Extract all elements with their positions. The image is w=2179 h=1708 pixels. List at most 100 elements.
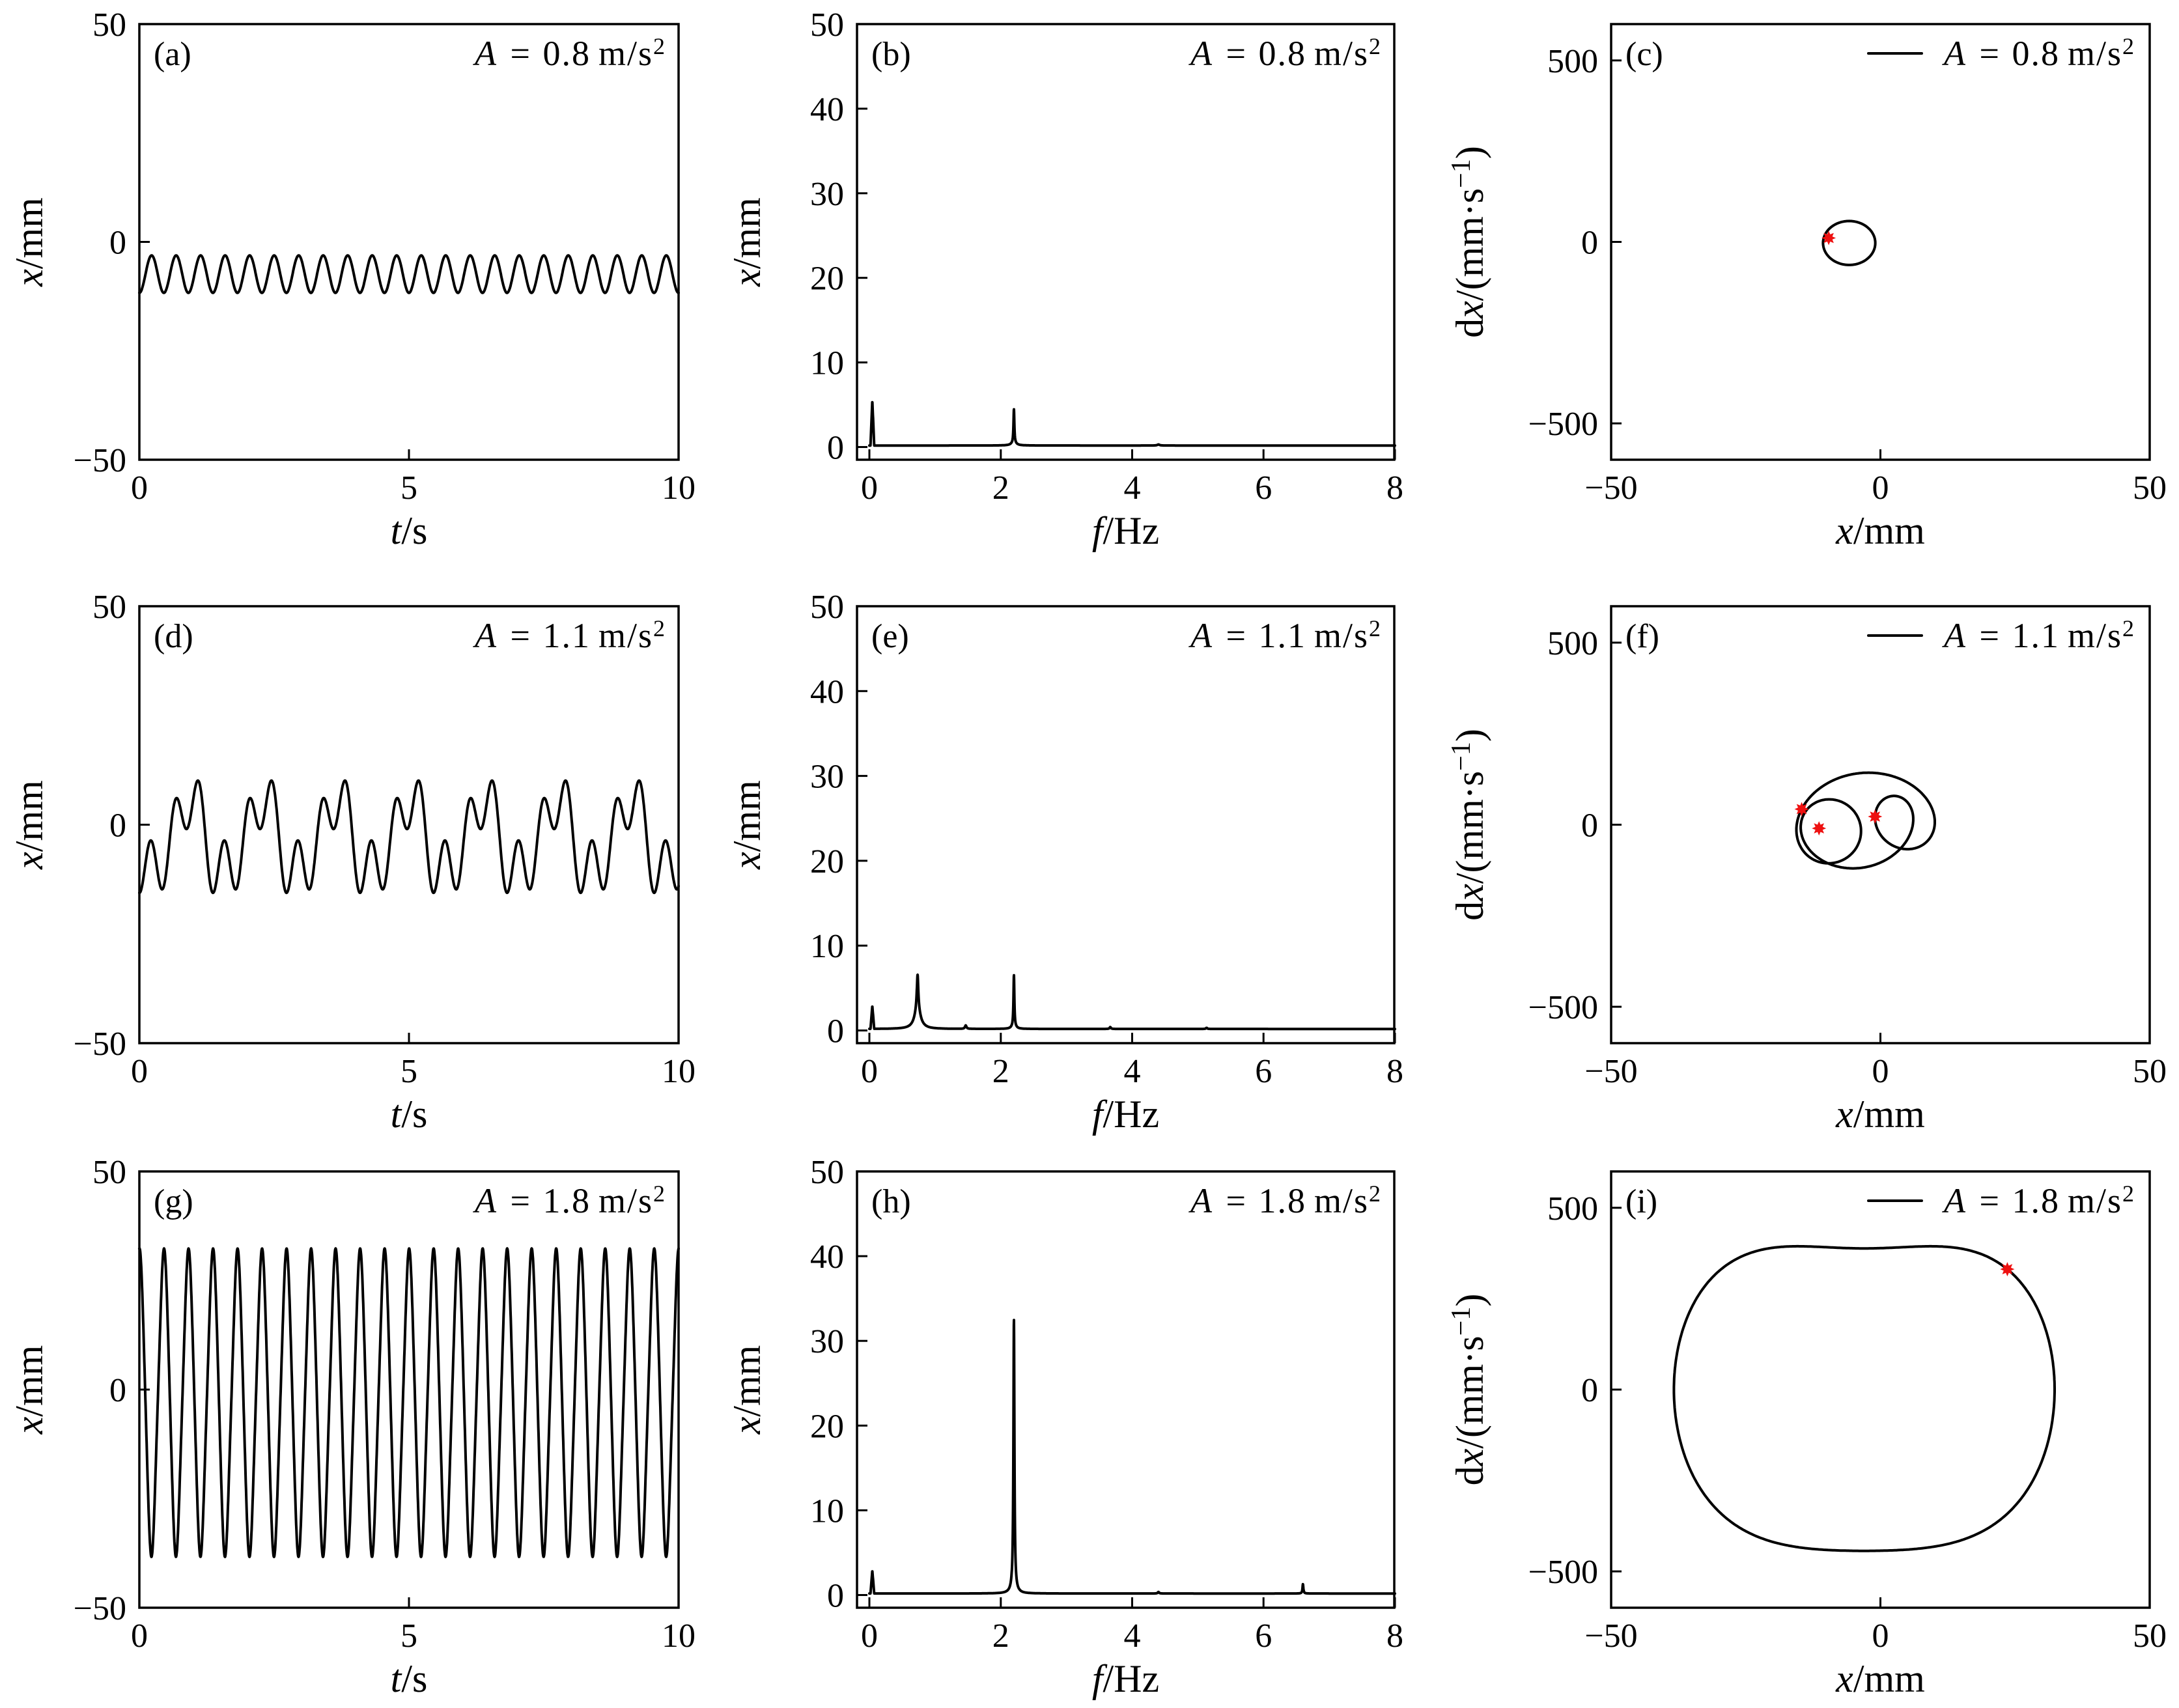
svg-text:x/mm: x/mm (1835, 509, 1925, 552)
svg-text:(h): (h) (871, 1183, 911, 1220)
svg-text:4: 4 (1124, 1617, 1141, 1655)
svg-text:0: 0 (861, 1053, 878, 1090)
svg-text:0: 0 (861, 469, 878, 507)
svg-text:0: 0 (1872, 469, 1889, 507)
svg-text:40: 40 (810, 1239, 844, 1276)
svg-text:−50: −50 (74, 442, 126, 479)
svg-text:A = 1.8m/s2: A = 1.8 m/s2 (1942, 1181, 2135, 1220)
svg-text:30: 30 (810, 759, 844, 796)
svg-text:0: 0 (827, 430, 844, 467)
svg-text:(c): (c) (1625, 36, 1663, 73)
svg-text:−500: −500 (1528, 989, 1598, 1026)
svg-text:5: 5 (401, 1617, 417, 1655)
svg-text:A = 1.8m/s2: A = 1.8 m/s2 (473, 1181, 666, 1220)
svg-text:x/mm: x/mm (1835, 1657, 1925, 1700)
svg-text:A = 0.8m/s2: A = 0.8 m/s2 (1942, 33, 2135, 73)
svg-text:(d): (d) (154, 618, 193, 655)
svg-text:−50: −50 (1584, 1053, 1637, 1090)
svg-text:0: 0 (131, 469, 148, 507)
svg-text:f/Hz: f/Hz (1092, 1657, 1159, 1700)
svg-text:−50: −50 (1584, 469, 1637, 507)
svg-text:(f): (f) (1625, 618, 1659, 655)
svg-text:50: 50 (92, 589, 126, 626)
svg-text:dx/(mm·s−1): dx/(mm·s−1) (1446, 729, 1491, 921)
svg-text:2: 2 (992, 1053, 1009, 1090)
svg-text:A = 1.1m/s2: A = 1.1 m/s2 (473, 615, 666, 655)
svg-text:0: 0 (861, 1617, 878, 1655)
svg-text:−500: −500 (1528, 1554, 1598, 1591)
svg-text:f/Hz: f/Hz (1092, 1093, 1159, 1136)
svg-text:0: 0 (131, 1617, 148, 1655)
svg-text:50: 50 (810, 7, 844, 44)
svg-text:t/s: t/s (391, 1093, 428, 1136)
svg-text:10: 10 (810, 928, 844, 965)
svg-text:0: 0 (1581, 225, 1598, 262)
svg-text:x/mm: x/mm (725, 197, 768, 287)
svg-text:10: 10 (662, 1617, 696, 1655)
svg-text:4: 4 (1124, 469, 1141, 507)
svg-text:0: 0 (131, 1053, 148, 1090)
svg-text:8: 8 (1386, 1053, 1403, 1090)
svg-text:−50: −50 (74, 1590, 126, 1627)
svg-text:30: 30 (810, 176, 844, 213)
svg-text:6: 6 (1255, 469, 1272, 507)
svg-text:30: 30 (810, 1323, 844, 1360)
svg-text:x/mm: x/mm (8, 1345, 51, 1435)
svg-text:0: 0 (1872, 1053, 1889, 1090)
svg-text:0: 0 (109, 807, 126, 845)
svg-text:A = 1.1m/s2: A = 1.1 m/s2 (1942, 615, 2135, 655)
svg-text:40: 40 (810, 673, 844, 710)
svg-text:−500: −500 (1528, 406, 1598, 443)
svg-text:50: 50 (2133, 1617, 2167, 1655)
svg-text:50: 50 (2133, 469, 2167, 507)
svg-text:x/mm: x/mm (1835, 1093, 1925, 1136)
svg-text:500: 500 (1547, 1190, 1598, 1227)
svg-text:5: 5 (401, 469, 417, 507)
svg-text:8: 8 (1386, 1617, 1403, 1655)
svg-text:0: 0 (1872, 1617, 1889, 1655)
svg-text:40: 40 (810, 91, 844, 128)
svg-text:500: 500 (1547, 625, 1598, 662)
svg-text:2: 2 (992, 1617, 1009, 1655)
svg-text:x/mm: x/mm (8, 780, 51, 870)
svg-text:A = 0.8m/s2: A = 0.8 m/s2 (473, 33, 666, 73)
svg-text:20: 20 (810, 1408, 844, 1445)
svg-text:0: 0 (1581, 807, 1598, 845)
svg-text:8: 8 (1386, 469, 1403, 507)
svg-text:50: 50 (92, 1154, 126, 1191)
svg-text:−50: −50 (74, 1026, 126, 1063)
svg-text:50: 50 (92, 7, 126, 44)
svg-text:5: 5 (401, 1053, 417, 1090)
svg-text:4: 4 (1124, 1053, 1141, 1090)
svg-text:10: 10 (810, 1492, 844, 1530)
svg-text:A = 1.8m/s2: A = 1.8 m/s2 (1188, 1181, 1382, 1220)
svg-text:f/Hz: f/Hz (1092, 509, 1159, 552)
svg-text:10: 10 (810, 345, 844, 382)
svg-text:0: 0 (109, 1372, 126, 1409)
svg-text:A = 1.1m/s2: A = 1.1 m/s2 (1188, 615, 1382, 655)
svg-text:500: 500 (1547, 43, 1598, 80)
svg-text:20: 20 (810, 260, 844, 298)
svg-text:(g): (g) (154, 1183, 193, 1220)
svg-text:t/s: t/s (391, 509, 428, 552)
svg-text:20: 20 (810, 843, 844, 880)
svg-text:t/s: t/s (391, 1657, 428, 1700)
svg-text:10: 10 (662, 469, 696, 507)
svg-text:0: 0 (109, 225, 126, 262)
svg-text:x/mm: x/mm (725, 1345, 768, 1435)
svg-text:10: 10 (662, 1053, 696, 1090)
svg-text:2: 2 (992, 469, 1009, 507)
svg-text:50: 50 (810, 589, 844, 626)
svg-text:(b): (b) (871, 36, 911, 73)
svg-text:0: 0 (827, 1013, 844, 1050)
svg-text:0: 0 (827, 1578, 844, 1615)
svg-text:50: 50 (2133, 1053, 2167, 1090)
svg-text:x/mm: x/mm (8, 197, 51, 287)
svg-text:(i): (i) (1625, 1183, 1657, 1220)
svg-text:0: 0 (1581, 1372, 1598, 1409)
svg-text:A = 0.8m/s2: A = 0.8 m/s2 (1188, 33, 1382, 73)
svg-text:50: 50 (810, 1154, 844, 1191)
svg-text:6: 6 (1255, 1053, 1272, 1090)
svg-text:−50: −50 (1584, 1617, 1637, 1655)
svg-text:(e): (e) (871, 618, 909, 655)
